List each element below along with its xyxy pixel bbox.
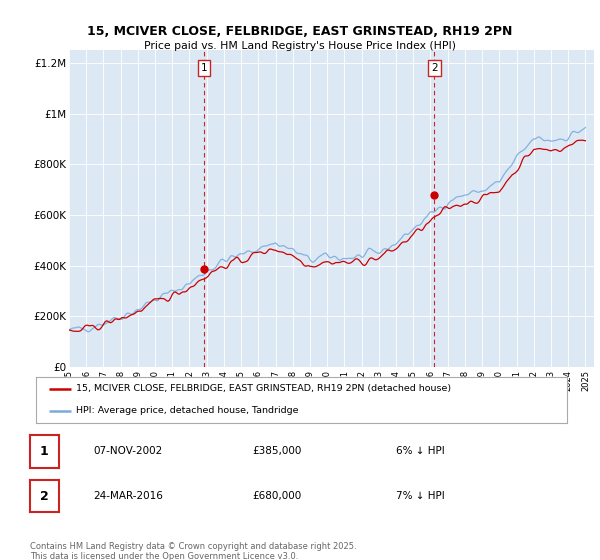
- Text: 07-NOV-2002: 07-NOV-2002: [93, 446, 162, 456]
- Text: 7% ↓ HPI: 7% ↓ HPI: [396, 491, 445, 501]
- Text: 6% ↓ HPI: 6% ↓ HPI: [396, 446, 445, 456]
- Text: Contains HM Land Registry data © Crown copyright and database right 2025.
This d: Contains HM Land Registry data © Crown c…: [30, 542, 356, 560]
- Text: 15, MCIVER CLOSE, FELBRIDGE, EAST GRINSTEAD, RH19 2PN (detached house): 15, MCIVER CLOSE, FELBRIDGE, EAST GRINST…: [76, 384, 451, 393]
- Text: 1: 1: [201, 63, 208, 73]
- Text: 1: 1: [40, 445, 49, 458]
- Text: 15, MCIVER CLOSE, FELBRIDGE, EAST GRINSTEAD, RH19 2PN: 15, MCIVER CLOSE, FELBRIDGE, EAST GRINST…: [88, 25, 512, 38]
- Text: £385,000: £385,000: [252, 446, 301, 456]
- Text: 2: 2: [40, 489, 49, 503]
- Text: Price paid vs. HM Land Registry's House Price Index (HPI): Price paid vs. HM Land Registry's House …: [144, 41, 456, 51]
- Text: £680,000: £680,000: [252, 491, 301, 501]
- Text: 24-MAR-2016: 24-MAR-2016: [93, 491, 163, 501]
- Text: 2: 2: [431, 63, 438, 73]
- Text: HPI: Average price, detached house, Tandridge: HPI: Average price, detached house, Tand…: [76, 407, 298, 416]
